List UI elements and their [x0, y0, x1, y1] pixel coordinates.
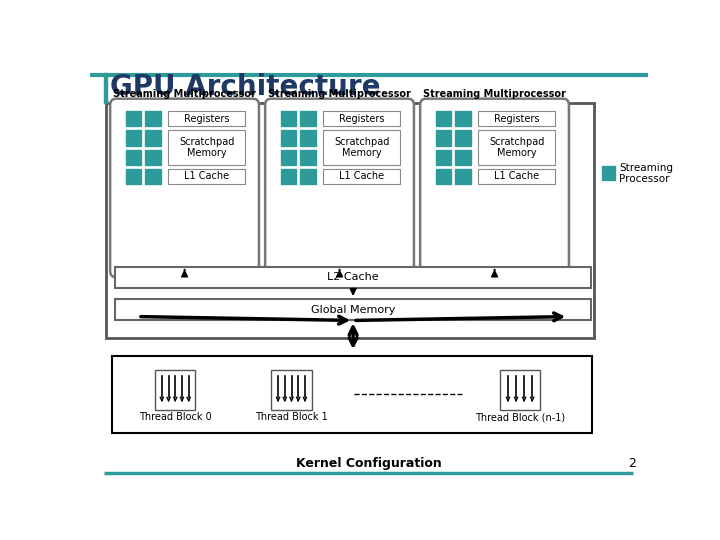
Bar: [323, 130, 400, 165]
Text: Thread Block 0: Thread Block 0: [139, 412, 212, 422]
Bar: [300, 150, 315, 165]
Bar: [281, 150, 296, 165]
FancyBboxPatch shape: [420, 99, 569, 278]
Bar: [155, 370, 195, 410]
Text: Registers: Registers: [339, 114, 384, 124]
Bar: [126, 169, 141, 184]
Text: GPU Architecture: GPU Architecture: [110, 73, 381, 101]
Text: Kernel Configuration: Kernel Configuration: [296, 457, 442, 470]
Text: Streaming
Processor: Streaming Processor: [619, 163, 673, 184]
Bar: [436, 130, 451, 146]
Bar: [436, 169, 451, 184]
Bar: [601, 166, 616, 180]
Text: Global Memory: Global Memory: [311, 305, 395, 315]
Bar: [114, 299, 591, 320]
Bar: [126, 150, 141, 165]
Text: Scratchpad
Memory: Scratchpad Memory: [179, 137, 234, 158]
Text: Scratchpad
Memory: Scratchpad Memory: [334, 137, 390, 158]
Bar: [104, 72, 107, 103]
Text: Streaming Multiprocessor: Streaming Multiprocessor: [113, 89, 256, 99]
Bar: [126, 111, 141, 126]
Bar: [281, 111, 296, 126]
Text: 2: 2: [629, 457, 636, 470]
Bar: [281, 169, 296, 184]
Text: Thread Block (n-1): Thread Block (n-1): [475, 412, 565, 422]
Bar: [323, 169, 400, 184]
Text: L2 Cache: L2 Cache: [328, 272, 379, 282]
Bar: [300, 169, 315, 184]
Text: Thread Block 1: Thread Block 1: [255, 412, 328, 422]
Bar: [478, 130, 555, 165]
Bar: [145, 111, 161, 126]
FancyBboxPatch shape: [265, 99, 414, 278]
FancyBboxPatch shape: [110, 99, 259, 278]
Bar: [455, 150, 471, 165]
Bar: [271, 370, 312, 410]
Bar: [478, 169, 555, 184]
Text: L1 Cache: L1 Cache: [339, 172, 384, 181]
Bar: [281, 130, 296, 146]
Bar: [323, 111, 400, 126]
Text: Scratchpad
Memory: Scratchpad Memory: [489, 137, 544, 158]
Text: Streaming Multiprocessor: Streaming Multiprocessor: [423, 89, 566, 99]
Bar: [455, 169, 471, 184]
Text: L1 Cache: L1 Cache: [494, 172, 539, 181]
Bar: [436, 150, 451, 165]
Text: L1 Cache: L1 Cache: [184, 172, 229, 181]
Bar: [168, 130, 245, 165]
Bar: [106, 103, 594, 338]
Bar: [126, 130, 141, 146]
Bar: [500, 370, 540, 410]
Bar: [114, 267, 591, 288]
Bar: [168, 111, 245, 126]
Bar: [112, 356, 593, 433]
Bar: [455, 130, 471, 146]
Text: Registers: Registers: [184, 114, 230, 124]
Bar: [145, 169, 161, 184]
Bar: [455, 111, 471, 126]
Bar: [436, 111, 451, 126]
Text: Streaming Multiprocessor: Streaming Multiprocessor: [268, 89, 411, 99]
Bar: [145, 130, 161, 146]
Bar: [300, 111, 315, 126]
Bar: [145, 150, 161, 165]
Bar: [168, 169, 245, 184]
Bar: [478, 111, 555, 126]
Bar: [300, 130, 315, 146]
Text: Registers: Registers: [494, 114, 539, 124]
